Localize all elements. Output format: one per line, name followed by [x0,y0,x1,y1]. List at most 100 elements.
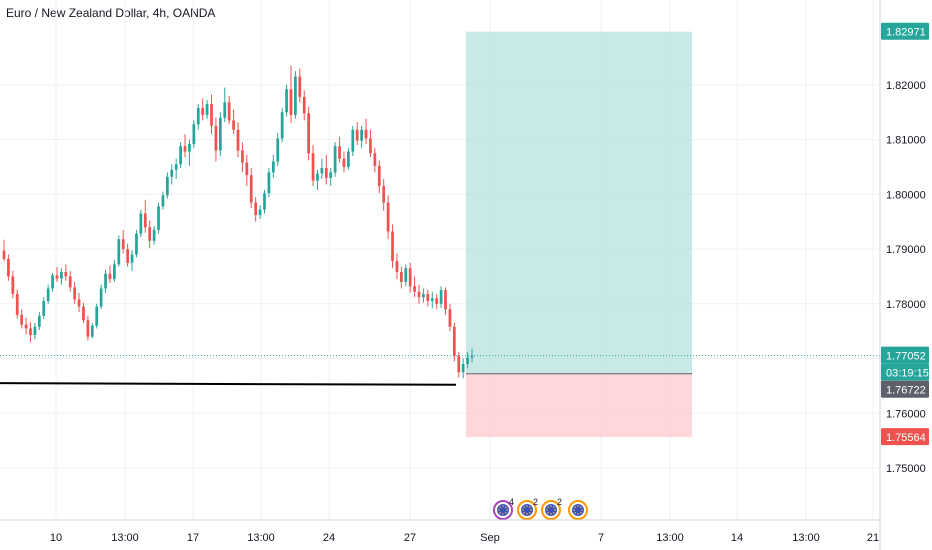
event-marker-icon[interactable]: 4 [493,497,514,520]
candle-body [298,76,302,97]
candle-body [444,290,447,310]
candle [214,117,218,162]
candle [386,195,390,240]
candle-body [20,314,24,325]
flag-star [502,513,504,515]
drawings[interactable] [0,355,880,386]
x-tick-label: 10 [50,532,62,544]
candle-body [148,227,152,241]
candle [338,136,341,163]
candle-body [413,286,416,292]
trade-zones[interactable] [466,31,692,438]
candle-body [99,288,103,307]
event-marker-icon[interactable]: 2 [517,497,538,520]
candle [24,317,28,335]
candle [183,134,187,158]
candle [108,265,112,283]
y-tick-label: 1.81000 [886,135,926,147]
loss-zone[interactable] [466,373,692,438]
candle [435,293,439,310]
candle-body [329,172,333,178]
candle [121,229,125,254]
candle-body [457,355,461,373]
candle [77,292,81,312]
candle-body [258,209,262,216]
flag-star [526,513,528,515]
candle-body [311,153,315,181]
support-line[interactable] [0,382,457,386]
profit-zone[interactable] [466,31,692,374]
candle-body [196,107,200,125]
candle [68,270,72,292]
candle [99,284,103,310]
y-tick-label: 1.78000 [886,299,926,311]
candle [20,309,24,329]
candle-body [404,268,408,282]
candle-body [24,324,28,329]
flag-star [499,512,501,514]
candle-body [183,146,187,152]
candle-body [201,107,205,115]
candle [417,284,421,304]
candle [426,289,430,307]
candle-body [232,120,235,130]
flag-star [502,505,504,507]
candles [2,65,474,379]
candle [285,84,288,117]
candle [139,209,143,238]
candle-body [165,176,169,196]
candle-body [320,168,324,174]
candle-body [64,272,68,277]
price-tags: 1.82971 1.77052 03:19:15 1.76722 1.75564 [881,22,929,446]
candle [307,106,311,161]
candle-body [152,229,156,241]
x-tick-label: 13:00 [792,532,820,544]
candle [342,151,346,173]
candle-body [422,293,425,298]
candle-body [470,355,474,358]
y-tick-label: 1.75000 [886,463,926,475]
candle [395,253,399,280]
candle-body [113,264,116,280]
event-marker-icon[interactable]: 2 [541,497,562,520]
candle [457,351,461,378]
candle [188,139,191,166]
candle-body [347,151,350,167]
candle-body [108,273,112,280]
y-tick-label: 1.79000 [886,244,926,256]
candle-body [351,129,355,152]
candle [179,142,182,169]
candle-body [60,272,63,279]
x-tick-label: 7 [598,532,604,544]
candle [294,71,297,119]
stop-price-tag-bg [881,428,929,446]
candle-body [382,186,386,203]
flag-star [522,509,524,511]
candle [227,95,231,125]
candle-body [77,299,81,307]
flag-star [580,506,582,508]
candle-body [355,129,359,141]
stop-price-tag: 1.75564 [881,428,929,446]
candle [408,262,412,293]
event-markers[interactable]: 4 2 2 [493,497,588,520]
candle-body [130,254,134,263]
event-marker-icon[interactable] [568,500,588,520]
candle [360,125,363,148]
x-tick-label: 17 [187,532,199,544]
candle-body [73,287,77,300]
candle-body [342,158,346,167]
target-price-tag-text: 1.82971 [886,27,926,39]
candle [241,142,244,173]
y-tick-label: 1.82000 [886,80,926,92]
x-tick-label: 13:00 [111,532,139,544]
candle [382,178,386,211]
candle-body [316,173,319,181]
candle-body [448,309,452,327]
candle [422,288,425,303]
candle-body [271,161,275,173]
candle-body [68,276,72,288]
candle [126,243,129,267]
flag-star [554,509,556,511]
